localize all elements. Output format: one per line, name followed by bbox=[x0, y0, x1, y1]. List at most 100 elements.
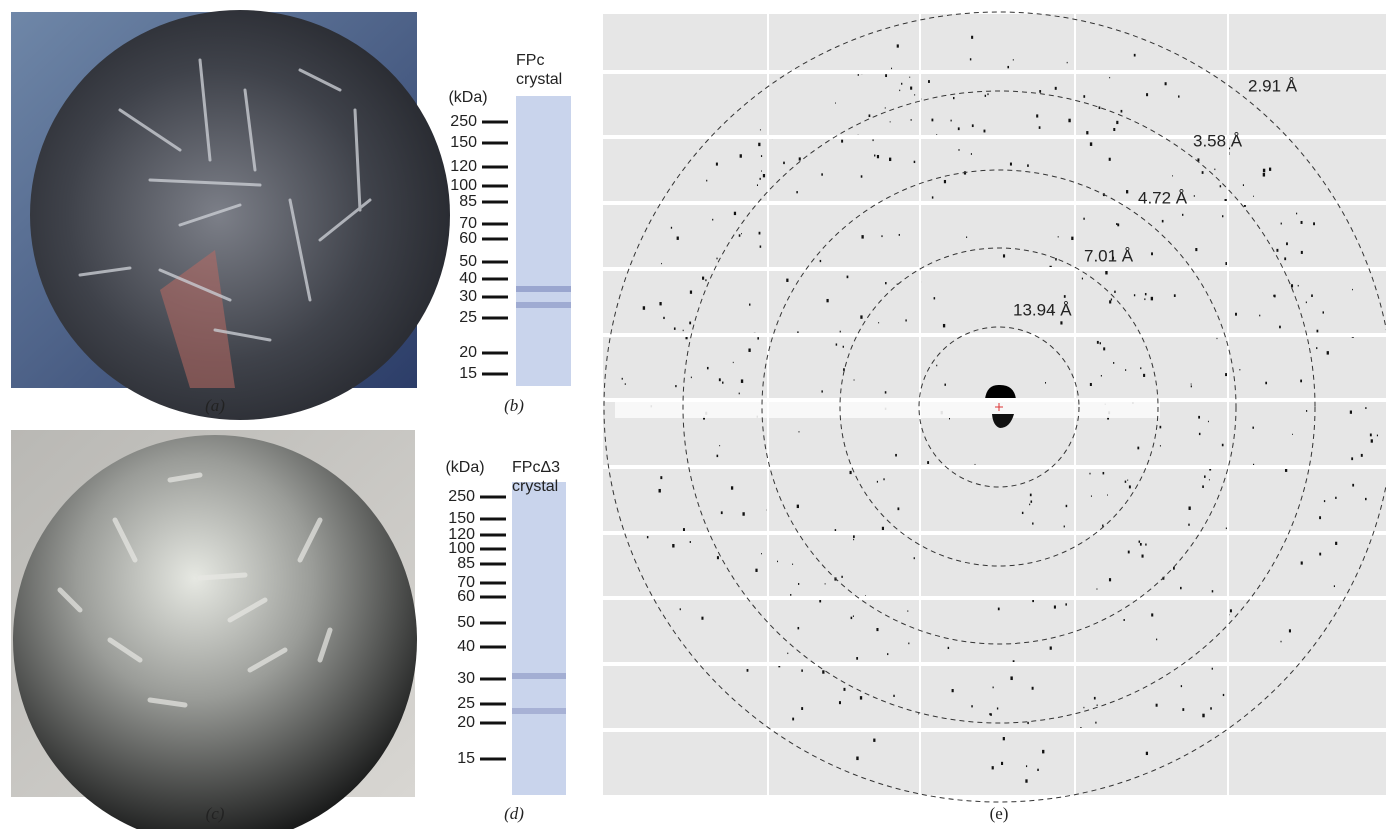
spot bbox=[1125, 481, 1126, 483]
spot bbox=[1151, 297, 1153, 301]
spot bbox=[877, 481, 878, 483]
spot bbox=[1064, 295, 1066, 298]
spot bbox=[1230, 609, 1232, 612]
marker-label: 15 bbox=[459, 365, 477, 382]
spot bbox=[1259, 315, 1260, 317]
spot bbox=[847, 276, 849, 279]
spot bbox=[1137, 447, 1139, 450]
spot bbox=[1027, 164, 1029, 166]
spot bbox=[853, 535, 855, 538]
spot bbox=[1010, 163, 1012, 166]
spot bbox=[663, 317, 664, 319]
spot bbox=[882, 527, 884, 530]
spot bbox=[885, 282, 887, 284]
spot bbox=[1162, 220, 1164, 223]
spot bbox=[1054, 605, 1056, 608]
spot bbox=[891, 68, 892, 69]
spot bbox=[1027, 722, 1028, 724]
spot bbox=[1113, 128, 1115, 131]
spot bbox=[783, 162, 785, 164]
spot bbox=[1066, 505, 1068, 507]
spot bbox=[677, 237, 679, 240]
spot bbox=[1180, 587, 1182, 589]
spot bbox=[790, 594, 791, 596]
spot bbox=[1352, 484, 1354, 487]
spot bbox=[705, 279, 706, 281]
spot bbox=[928, 80, 930, 83]
spot bbox=[801, 707, 803, 710]
spot bbox=[899, 234, 900, 236]
spot bbox=[659, 489, 661, 493]
spot bbox=[1350, 411, 1352, 414]
spot bbox=[1212, 590, 1214, 592]
spot bbox=[1001, 762, 1003, 765]
spot bbox=[1209, 479, 1210, 480]
spot bbox=[943, 324, 945, 327]
spot bbox=[1223, 694, 1224, 696]
spot bbox=[905, 319, 906, 321]
spot bbox=[1182, 214, 1183, 216]
spot bbox=[701, 617, 703, 620]
spot bbox=[1300, 380, 1302, 383]
resolution-label: 4.72 Å bbox=[1138, 188, 1188, 207]
spot bbox=[841, 576, 842, 578]
spot bbox=[873, 139, 874, 141]
spot bbox=[1090, 383, 1092, 386]
spot bbox=[1235, 313, 1237, 316]
spot bbox=[949, 418, 950, 419]
spot bbox=[1252, 427, 1253, 429]
spot bbox=[1099, 106, 1101, 109]
spot bbox=[761, 553, 762, 554]
spot bbox=[826, 299, 828, 302]
spot bbox=[1145, 544, 1146, 546]
spot bbox=[1140, 543, 1142, 546]
spot bbox=[1117, 223, 1119, 226]
spot bbox=[821, 173, 823, 175]
spot bbox=[853, 615, 854, 617]
unit-label: (kDa) bbox=[448, 89, 487, 106]
spot bbox=[1025, 779, 1027, 782]
spot bbox=[987, 93, 988, 95]
spot bbox=[1222, 215, 1223, 217]
spot bbox=[1222, 444, 1224, 447]
spot bbox=[1124, 619, 1125, 621]
spot bbox=[647, 536, 648, 538]
spot bbox=[734, 212, 736, 215]
crystal-photo-c bbox=[11, 430, 417, 829]
spot bbox=[717, 455, 719, 457]
spot bbox=[675, 385, 676, 387]
spot bbox=[777, 561, 778, 562]
spot bbox=[850, 471, 852, 474]
module-gap bbox=[603, 531, 1386, 535]
spot bbox=[839, 701, 841, 704]
spot bbox=[1198, 416, 1200, 419]
spot bbox=[1335, 542, 1337, 545]
spot bbox=[1160, 445, 1161, 446]
spot bbox=[787, 653, 788, 654]
spot bbox=[1003, 737, 1005, 740]
spot bbox=[1121, 110, 1123, 113]
spot bbox=[971, 705, 972, 707]
spot bbox=[835, 102, 836, 103]
spot bbox=[1107, 494, 1108, 495]
spot bbox=[895, 454, 897, 457]
spot bbox=[792, 564, 793, 565]
spot bbox=[1111, 299, 1112, 301]
spot bbox=[1292, 434, 1293, 435]
marker-label: 250 bbox=[450, 113, 477, 130]
spot bbox=[860, 696, 862, 699]
spot bbox=[1007, 66, 1009, 68]
spot bbox=[1335, 497, 1336, 499]
spot bbox=[1039, 90, 1041, 93]
spot bbox=[1319, 516, 1321, 519]
spot bbox=[1082, 278, 1083, 280]
spot bbox=[763, 174, 765, 177]
spot bbox=[1212, 668, 1213, 670]
spot bbox=[1370, 434, 1372, 437]
spot bbox=[1188, 506, 1190, 509]
spot bbox=[1055, 258, 1057, 260]
spot bbox=[761, 170, 762, 171]
spot bbox=[1151, 252, 1153, 255]
spot bbox=[1067, 62, 1068, 63]
spot bbox=[757, 337, 759, 339]
